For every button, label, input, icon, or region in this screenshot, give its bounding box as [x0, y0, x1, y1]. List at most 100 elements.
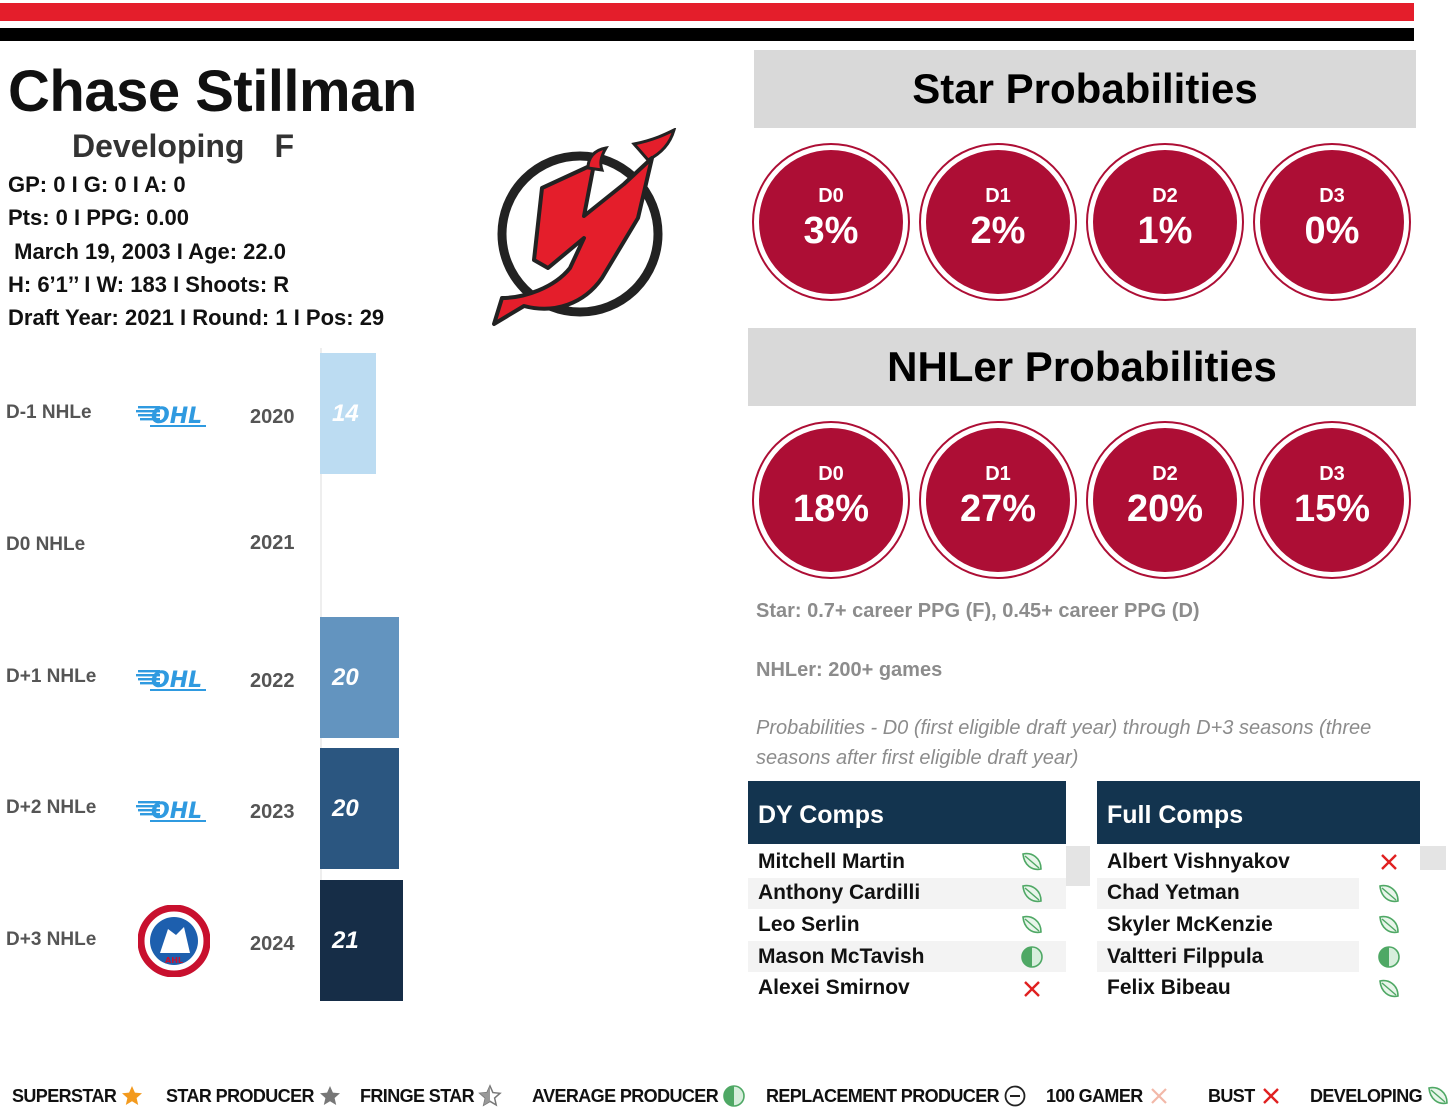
player-status: Developing [72, 128, 245, 164]
star-prob-circle-inner: D2 1% [1093, 150, 1237, 294]
minus-circle-icon [999, 1084, 1027, 1108]
star-prob-season-label: D1 [985, 185, 1011, 207]
stat-line-birth: March 19, 2003 I Age: 22.0 [8, 239, 286, 264]
nhler-prob-probability-value: 18% [792, 488, 870, 530]
average-producer-half-circle-icon [1020, 945, 1044, 975]
nhler-prob-circle-inner: D0 18% [759, 428, 903, 572]
nhle-bar: 20 [320, 617, 400, 738]
nhle-row-label: D+1 NHLe [6, 665, 97, 687]
gray-star-icon [314, 1084, 342, 1108]
star-prob-circle-inner: D0 3% [759, 150, 903, 294]
dy-comp-name: Mason McTavish [758, 944, 925, 968]
dy-comp-row[interactable]: Leo Serlin [748, 909, 1066, 940]
legend-label: AVERAGE PRODUCER [532, 1085, 719, 1106]
nhle-row-label: D+3 NHLe [6, 928, 97, 950]
nhler-prob-circle-inner: D1 27% [926, 428, 1070, 572]
nhle-bar: 21 [320, 880, 403, 1001]
player-position: F [274, 128, 295, 164]
nhler-prob-circle-d0: D0 18% [752, 421, 910, 579]
legend-item: REPLACEMENT PRODUCER [766, 1084, 1027, 1108]
nhler-prob-circle-inner: D2 20% [1093, 428, 1237, 572]
legend-label: 100 GAMER [1046, 1085, 1143, 1106]
star-prob-probability-value: 3% [803, 210, 859, 252]
star-prob-probability-value: 2% [970, 210, 1026, 252]
nhler-prob-probability-value: 20% [1126, 488, 1204, 530]
star-prob-season-label: D2 [1152, 185, 1178, 207]
dy-comps-header: DY Comps [748, 781, 1066, 844]
star-prob-circle-inner: D1 2% [926, 150, 1070, 294]
full-comp-row[interactable]: Felix Bibeau [1097, 973, 1399, 1004]
nhler-prob-circle-d2: D2 20% [1086, 421, 1244, 579]
developing-leaf-icon [1020, 850, 1044, 880]
dy-comps-scrollbar[interactable] [1066, 846, 1090, 886]
nhler-prob-circle-d1: D1 27% [919, 421, 1077, 579]
legend-label: BUST [1208, 1085, 1255, 1106]
svg-text:OHL: OHL [151, 404, 202, 429]
star-prob-circle-inner: D3 0% [1260, 150, 1404, 294]
nhler-prob-header: NHLer Probabilities [748, 328, 1416, 406]
developing-leaf-icon [1377, 882, 1401, 912]
half-circle-icon [718, 1084, 746, 1108]
nhle-row-year: 2023 [250, 800, 295, 823]
nhle-bar: 20 [320, 748, 400, 869]
top-red-stripe [0, 3, 1414, 21]
nhle-bar-label: 21 [332, 926, 359, 954]
legend-label: DEVELOPING [1310, 1085, 1423, 1106]
nhle-row-label: D+2 NHLe [6, 796, 97, 818]
svg-text:OHL: OHL [151, 668, 202, 693]
star-prob-season-label: D0 [818, 185, 844, 207]
red-x-icon [1255, 1084, 1283, 1108]
nhler-prob-season-label: D2 [1152, 463, 1178, 485]
dy-comp-name: Alexei Smirnov [758, 976, 910, 1000]
legend-item: 100 GAMER [1046, 1084, 1171, 1108]
star-prob-circle-d0: D0 3% [752, 143, 910, 301]
full-comp-row[interactable]: Albert Vishnyakov [1097, 846, 1397, 877]
orange-star-icon [116, 1084, 144, 1108]
legend-item: DEVELOPING [1310, 1084, 1450, 1108]
dy-comp-row[interactable]: Mason McTavish [748, 941, 1066, 975]
dy-comp-row[interactable]: Mitchell Martin [748, 846, 1066, 877]
nhle-bar-label: 14 [332, 399, 359, 427]
full-comp-row[interactable]: Chad Yetman [1097, 877, 1399, 909]
full-comps-header: Full Comps [1097, 781, 1420, 844]
full-comp-row[interactable]: Valtteri Filppula [1097, 941, 1400, 973]
legend-label: SUPERSTAR [12, 1085, 117, 1106]
svg-text:OHL: OHL [151, 799, 202, 824]
outline-star-icon [474, 1084, 502, 1108]
dy-comp-row[interactable]: Alexei Smirnov [748, 973, 1066, 1004]
nhle-row-year: 2024 [250, 932, 295, 955]
dy-comp-name: Mitchell Martin [758, 849, 906, 873]
dy-comp-row[interactable]: Anthony Cardilli [748, 877, 1066, 909]
developing-leaf-icon [1377, 913, 1401, 943]
nhle-bar-label: 20 [332, 663, 359, 691]
new-jersey-devils-logo [492, 128, 677, 326]
nhle-bar-label: 20 [332, 794, 359, 822]
ahl-league-logo: AHL [137, 904, 211, 982]
ohl-league-logo: OHL [136, 663, 212, 698]
full-comp-name: Felix Bibeau [1107, 976, 1231, 1000]
player-subtitle: Developing F [72, 128, 294, 165]
stat-line-games: GP: 0 I G: 0 I A: 0 [8, 172, 186, 197]
leaf-icon [1422, 1084, 1450, 1108]
star-definition: Star: 0.7+ career PPG (F), 0.45+ career … [756, 600, 1200, 622]
legend-item: FRINGE STAR [360, 1084, 502, 1108]
star-prob-circle-d3: D3 0% [1253, 143, 1411, 301]
full-comp-name: Skyler McKenzie [1107, 912, 1273, 936]
star-prob-probability-value: 0% [1304, 210, 1360, 252]
full-comp-row[interactable]: Skyler McKenzie [1097, 909, 1399, 940]
nhle-row-label: D-1 NHLe [6, 401, 92, 423]
legend-item: BUST [1208, 1084, 1283, 1108]
dy-comp-name: Leo Serlin [758, 912, 860, 936]
stat-line-size: H: 6’1’’ I W: 183 I Shoots: R [8, 272, 290, 297]
bust-x-icon [1377, 850, 1401, 880]
legend-label: REPLACEMENT PRODUCER [766, 1085, 1000, 1106]
full-comps-scrollbar[interactable] [1420, 846, 1446, 870]
developing-leaf-icon [1377, 977, 1401, 1007]
nhler-prob-season-label: D0 [818, 463, 844, 485]
star-prob-season-label: D3 [1319, 185, 1345, 207]
star-prob-header: Star Probabilities [754, 50, 1416, 128]
star-prob-probability-value: 1% [1137, 210, 1193, 252]
probability-definition: Probabilities - D0 (first eligible draft… [756, 717, 1372, 769]
player-name: Chase Stillman [8, 59, 417, 124]
nhle-row-year: 2020 [250, 405, 295, 428]
